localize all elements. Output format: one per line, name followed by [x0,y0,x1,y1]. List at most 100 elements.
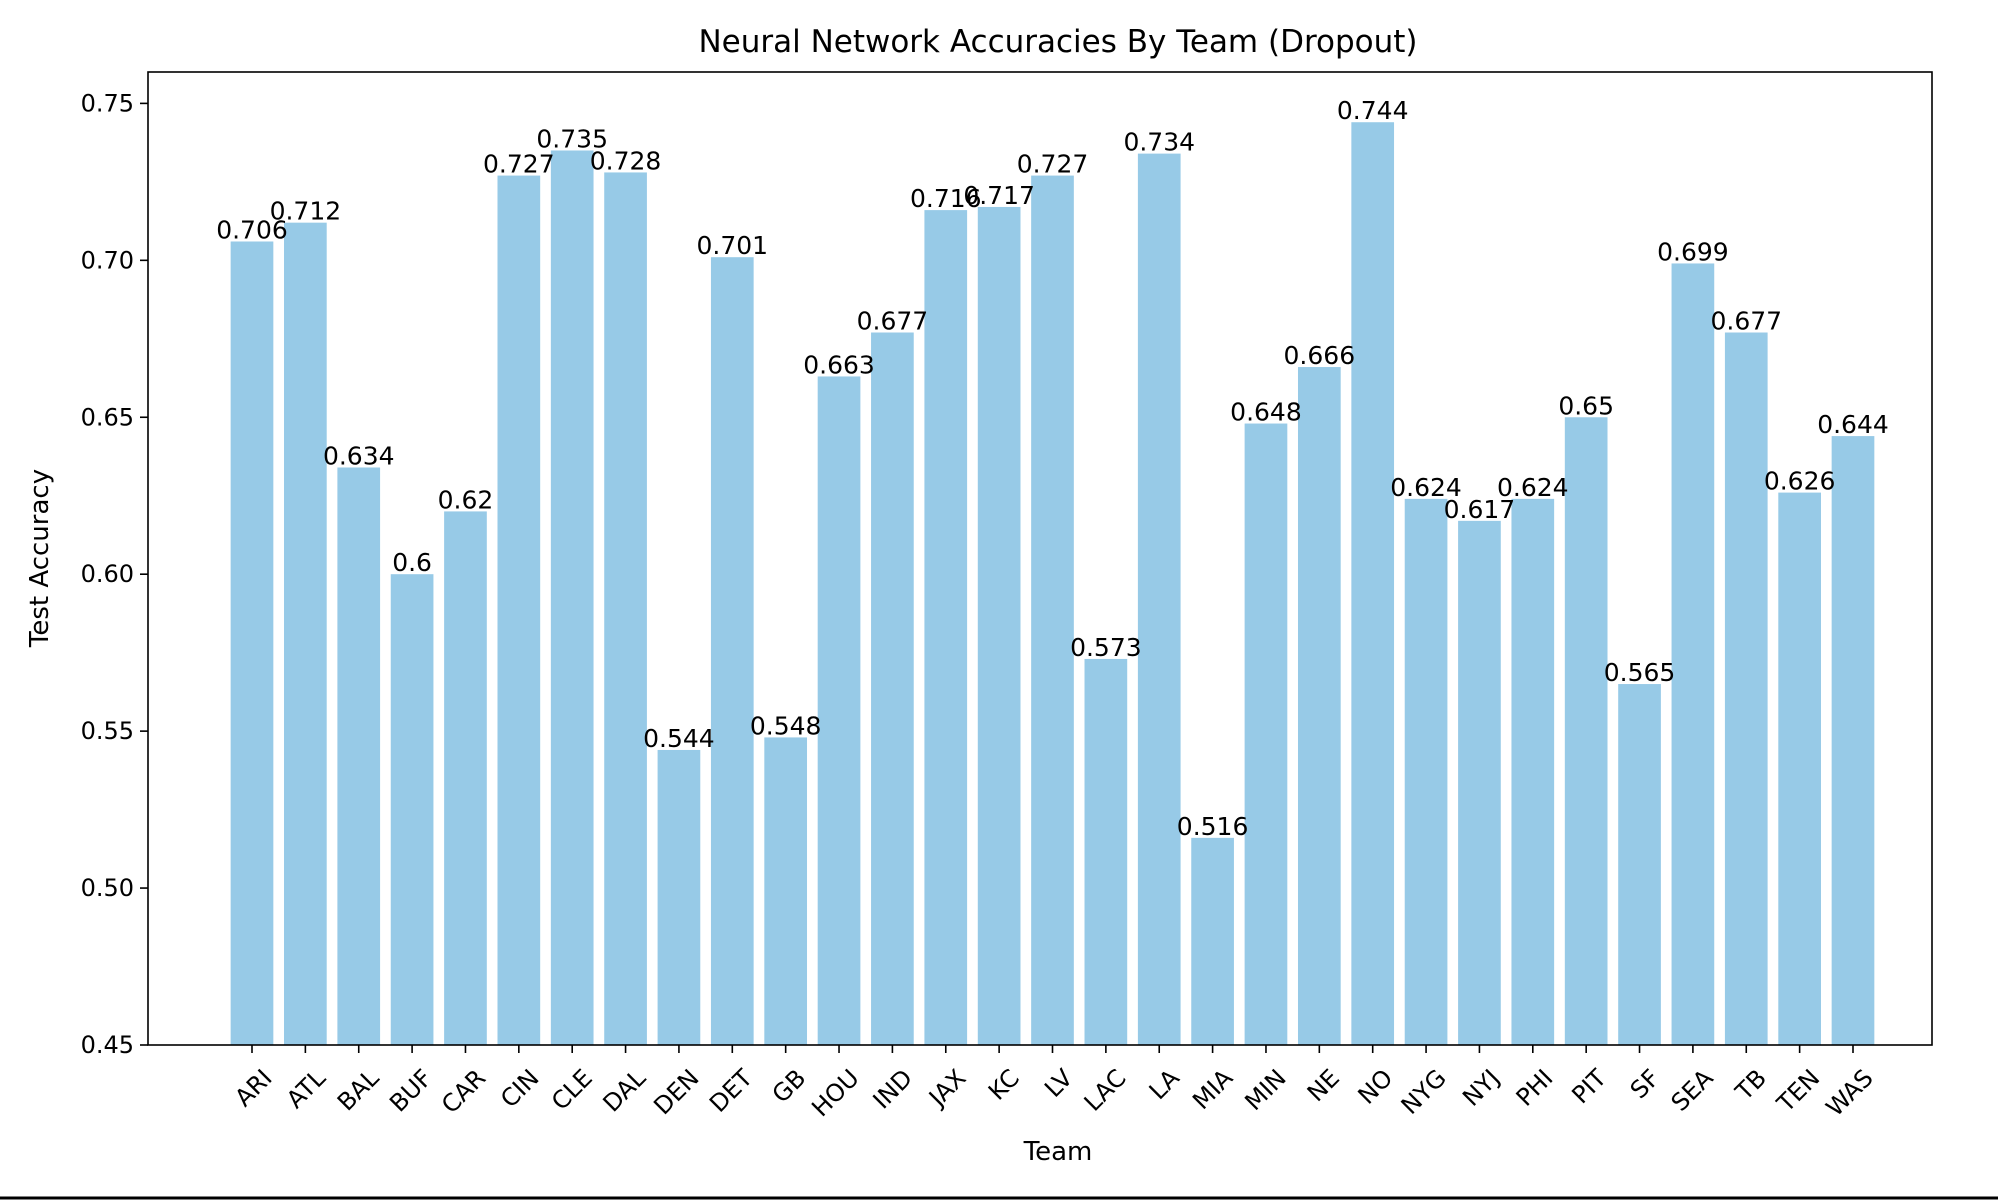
bar-ten [1778,492,1821,1046]
bar-cle [550,150,594,1046]
x-tick-label: CIN [495,1064,544,1113]
data-label-ne: 0.666 [1284,341,1356,370]
data-label-dal: 0.728 [590,146,662,175]
bar-jax [924,210,968,1046]
x-tick-label: NYJ [1457,1064,1505,1112]
data-label-lv: 0.727 [1017,150,1089,179]
bar-bal [337,467,381,1046]
data-label-buf: 0.6 [392,548,432,577]
y-tick-label: 0.60 [81,560,134,588]
y-tick-label: 0.50 [81,874,134,902]
bar-min [1244,423,1288,1045]
x-tick-label: PIT [1566,1064,1612,1110]
data-label-pit: 0.65 [1558,391,1614,420]
bar-la [1137,153,1181,1046]
y-tick-label: 0.65 [81,403,134,431]
y-tick-label: 0.75 [81,89,134,117]
bar-gb [764,737,808,1045]
data-label-car: 0.62 [438,485,494,514]
bar-phi [1511,498,1555,1045]
data-label-nyj: 0.617 [1444,495,1516,524]
data-label-sea: 0.699 [1657,237,1729,266]
x-tick-label: JAX [922,1064,971,1113]
bar-nyg [1404,498,1448,1045]
bar-den [657,749,701,1045]
x-tick-label: MIA [1187,1063,1238,1114]
x-tick-label: GB [767,1064,812,1109]
bar-cin [497,175,541,1045]
x-tick-label: LV [1039,1063,1078,1102]
x-tick-label: MIN [1240,1064,1292,1116]
x-tick-label: KC [983,1064,1025,1106]
x-tick-label: CAR [436,1064,491,1119]
x-tick-label: DEN [648,1064,704,1120]
data-label-was: 0.644 [1817,410,1889,439]
x-tick-label: BAL [332,1063,385,1116]
data-label-ari: 0.706 [216,215,288,244]
x-tick-label: NYG [1396,1064,1452,1120]
bar-ne [1297,367,1341,1045]
bar-nyj [1458,520,1501,1045]
bar-ind [871,332,914,1045]
x-tick-label: CLE [546,1064,598,1116]
x-tick-label: NE [1302,1064,1345,1107]
bar-buf [390,574,434,1045]
y-axis-label: Test Accuracy [25,469,55,648]
data-label-mia: 0.516 [1177,812,1249,841]
y-tick-label: 0.45 [81,1031,134,1059]
bar-was [1831,436,1875,1046]
data-label-cin: 0.727 [483,150,555,179]
bar-mia [1191,837,1234,1045]
data-label-hou: 0.663 [803,350,875,379]
x-tick-label: DAL [598,1063,652,1117]
plot-frame [147,71,1933,1046]
bar-ari [230,241,274,1046]
x-tick-label: SF [1625,1064,1665,1104]
bar-atl [284,222,327,1045]
data-label-sf: 0.565 [1604,658,1676,687]
x-tick-label: BUF [384,1064,438,1118]
bar-lac [1084,658,1128,1045]
bar-dal [604,172,647,1045]
bar-sea [1671,263,1715,1046]
chart-title: Neural Network Accuracies By Team (Dropo… [698,24,1417,60]
data-label-cle: 0.735 [536,124,608,153]
data-label-min: 0.648 [1230,398,1302,427]
x-tick-label: SEA [1666,1063,1719,1116]
data-label-nyg: 0.624 [1390,473,1462,502]
bar-lv [1031,175,1074,1045]
data-label-ten: 0.626 [1764,467,1836,496]
data-label-no: 0.744 [1337,96,1409,125]
data-label-ind: 0.677 [857,307,929,336]
bar-car [444,511,487,1045]
x-tick-label: LA [1144,1063,1186,1105]
x-tick-label: NO [1353,1064,1399,1110]
data-label-gb: 0.548 [750,711,822,740]
data-label-jax: 0.716 [910,184,982,213]
data-label-bal: 0.634 [323,441,395,470]
data-label-det: 0.701 [697,231,769,260]
x-tick-label: TEN [1771,1064,1825,1118]
x-tick-label: IND [868,1064,919,1115]
data-label-la: 0.734 [1123,128,1195,157]
data-label-den: 0.544 [643,724,715,753]
y-tick-label: 0.70 [81,246,134,274]
x-tick-label: PHI [1511,1064,1559,1112]
bar-pit [1564,417,1608,1045]
bar-tb [1724,332,1768,1045]
y-tick-label: 0.55 [81,717,134,745]
bar-kc [977,206,1021,1045]
x-tick-label: WAS [1821,1064,1879,1122]
bars-group [230,122,1875,1046]
data-label-tb: 0.677 [1710,307,1782,336]
x-tick-label: ATL [281,1063,331,1113]
x-tick-label: DET [704,1064,758,1118]
bar-sf [1618,684,1661,1045]
x-tick-label: HOU [806,1064,864,1122]
x-tick-label: TB [1729,1064,1772,1107]
bar-no [1351,122,1395,1046]
bar-det [710,257,754,1045]
x-axis-label: Team [1023,1137,1093,1167]
data-label-lac: 0.573 [1070,633,1142,662]
